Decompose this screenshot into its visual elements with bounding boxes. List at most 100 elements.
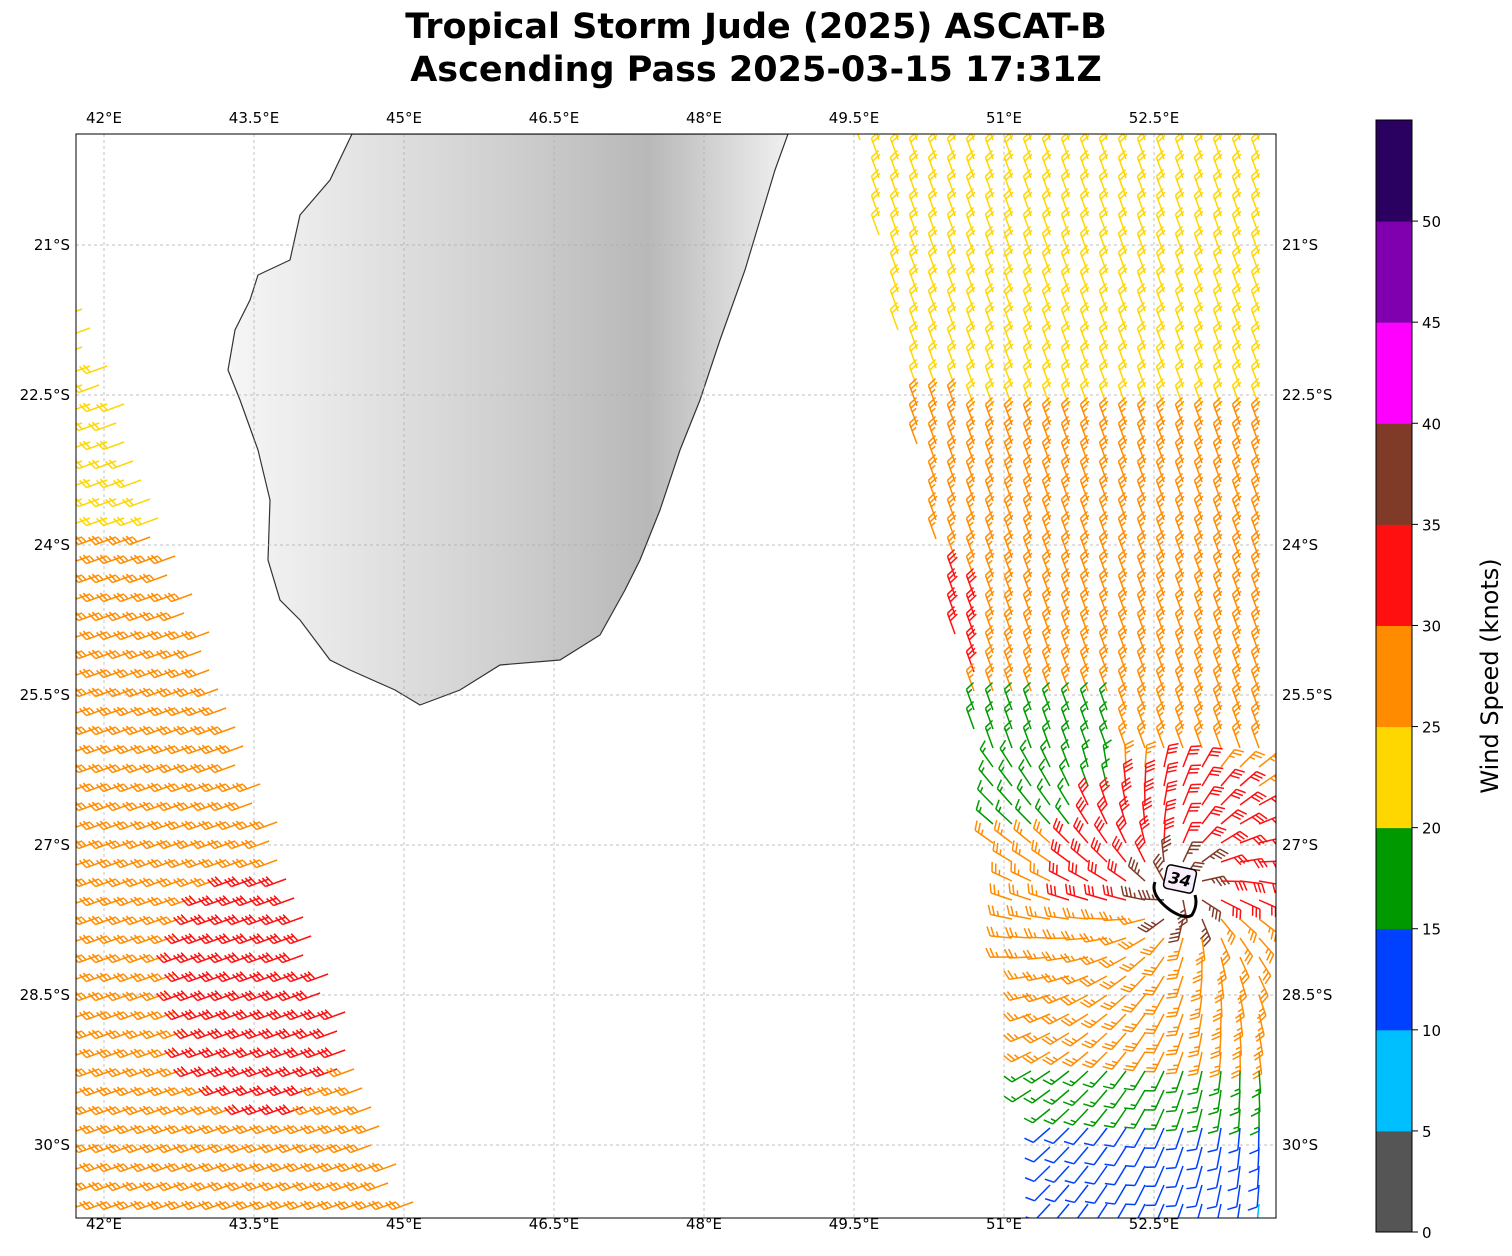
lat-tick-label: 24°S — [1282, 536, 1318, 554]
wind-barb — [207, 876, 236, 888]
wind-barb — [1119, 956, 1146, 972]
wind-barb — [999, 739, 1013, 768]
wind-barb — [292, 1066, 321, 1078]
wind-barb — [974, 820, 994, 844]
wind-barb — [1025, 1184, 1051, 1202]
wind-barb — [181, 744, 210, 755]
wind-barb — [1042, 1051, 1070, 1066]
wind-barb — [1212, 719, 1223, 749]
wind-barb — [1200, 918, 1212, 947]
wind-barb — [1073, 817, 1089, 844]
wind-barb — [76, 422, 83, 432]
wind-barb — [88, 611, 117, 622]
wind-barb — [207, 725, 236, 736]
wind-barb — [334, 1124, 363, 1135]
wind-barb — [1239, 770, 1266, 787]
wind-barb — [232, 971, 261, 983]
wind-barb — [76, 992, 83, 1002]
wind-barb — [105, 763, 134, 774]
wind-barb — [173, 914, 202, 926]
wind-barb — [76, 954, 83, 964]
wind-barb — [1182, 783, 1202, 806]
wind-barb — [1165, 1108, 1184, 1132]
wind-barb — [207, 763, 236, 774]
wind-barb — [224, 1181, 253, 1192]
wind-barb — [1025, 1203, 1051, 1218]
wind-barb — [1210, 1032, 1222, 1060]
wind-barb — [130, 858, 159, 869]
wind-barb — [164, 1124, 193, 1135]
wind-barb — [317, 1009, 346, 1021]
wind-barb — [198, 820, 227, 831]
wind-barb — [1214, 975, 1225, 1004]
wind-barb — [1144, 1089, 1165, 1111]
wind-barb — [249, 1200, 278, 1211]
wind-barb — [164, 1162, 193, 1173]
wind-barb — [122, 611, 151, 622]
wind-barb — [258, 1143, 287, 1154]
wind-barb — [139, 763, 168, 774]
wind-barb — [1182, 802, 1202, 825]
wind-barb — [164, 820, 193, 831]
wind-barb — [1022, 1051, 1051, 1064]
wind-barb — [164, 1086, 193, 1097]
wind-barb — [1098, 911, 1127, 922]
wind-barb — [927, 510, 938, 540]
wind-barb — [88, 953, 117, 964]
wind-barb — [113, 1010, 142, 1021]
wind-barb — [139, 1181, 168, 1192]
wind-barb — [173, 649, 202, 660]
wind-barb — [1022, 1013, 1051, 1024]
wind-barb — [1229, 1089, 1241, 1117]
wind-barb — [1182, 841, 1203, 863]
wind-barb — [1145, 1184, 1165, 1207]
wind-barb — [1239, 937, 1254, 965]
wind-barb — [156, 952, 185, 964]
34kt-contour — [1152, 881, 1198, 919]
wind-barb — [190, 952, 219, 964]
wind-barb — [79, 782, 108, 793]
wind-barb — [249, 895, 278, 907]
wind-barb — [156, 611, 185, 622]
wind-barb — [96, 820, 125, 831]
wind-barb — [113, 858, 142, 869]
wind-barb — [987, 904, 1013, 920]
wind-barb — [1101, 1013, 1127, 1031]
wind-barb — [232, 820, 261, 831]
wind-barb — [1258, 860, 1276, 871]
wind-barb — [351, 1200, 380, 1211]
wind-barb — [1166, 975, 1184, 999]
wind-barb — [241, 914, 270, 926]
wind-barb — [1024, 1146, 1051, 1163]
wind-barb — [181, 933, 210, 945]
wind-barb — [156, 687, 185, 698]
wind-barb — [1152, 853, 1165, 882]
wind-barb — [334, 1162, 363, 1173]
wind-barb — [1161, 834, 1172, 863]
wind-barb — [1003, 719, 1013, 749]
wind-barb — [96, 1124, 125, 1135]
wind-barb — [156, 1143, 185, 1154]
lon-tick-label: 49.5°E — [829, 109, 879, 127]
wind-barb — [1228, 1127, 1241, 1154]
lon-tick-label: 48°E — [686, 109, 722, 127]
wind-barb — [105, 801, 134, 812]
wind-barb — [79, 1048, 108, 1059]
wind-barb — [130, 744, 159, 755]
wind-barb — [1044, 1146, 1070, 1164]
wind-barb — [317, 1200, 346, 1211]
wind-barb — [317, 1047, 346, 1059]
wind-barb — [1144, 759, 1156, 787]
wind-barb — [139, 1105, 168, 1116]
wind-barb — [215, 971, 244, 983]
wind-barb — [181, 820, 210, 831]
wind-barb — [1041, 1013, 1070, 1025]
wind-barb — [1141, 956, 1165, 976]
wind-barb — [1258, 880, 1276, 894]
wind-barb — [1155, 567, 1166, 597]
wind-barb — [181, 1047, 210, 1059]
wind-barb — [156, 1029, 185, 1040]
wind-barb — [1022, 1032, 1051, 1044]
wind-barb — [1227, 1165, 1241, 1192]
wind-barb — [1043, 1127, 1070, 1145]
